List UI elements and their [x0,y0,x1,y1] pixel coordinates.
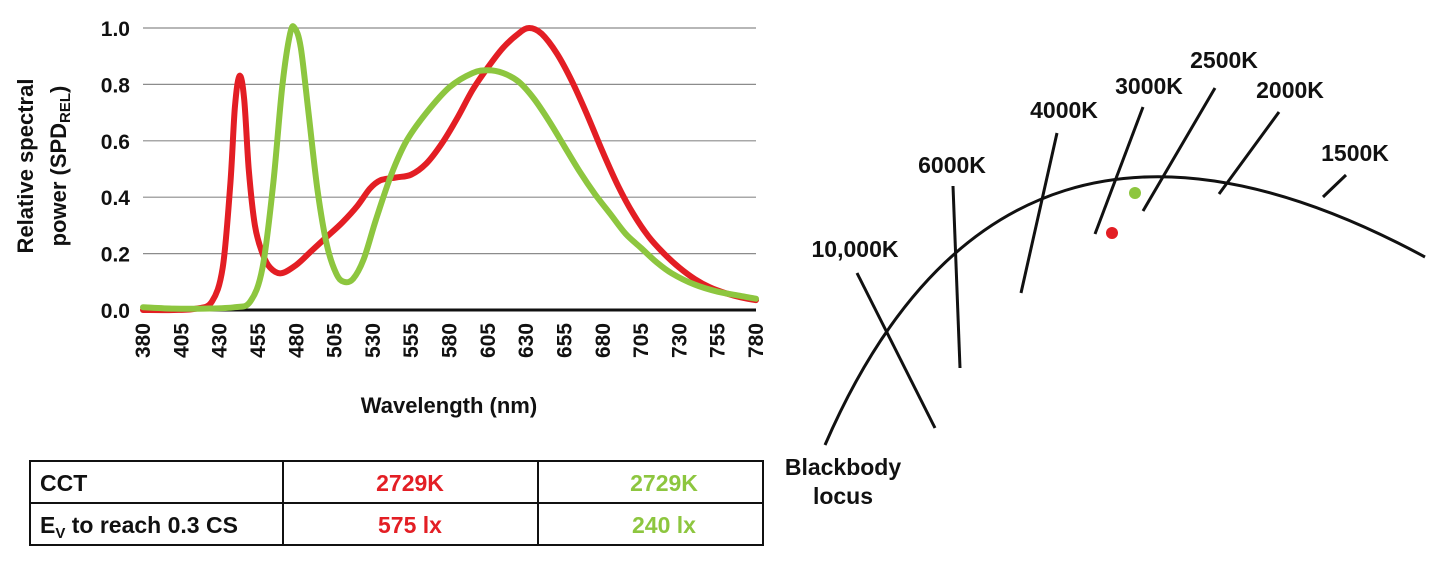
cct-label-6000k: 6000K [918,152,986,178]
isotherm-1500k [1321,173,1348,199]
x-tick-label-580: 580 [439,323,462,358]
y-axis-title-line1: Relative spectral [13,79,38,254]
x-tick-label-755: 755 [707,323,730,358]
cct-label-3000k: 3000K [1115,73,1183,99]
table-row-cct-red: 2729K [376,470,444,496]
blackbody-locus-curve [823,175,1426,446]
y-tick-label-0.6: 0.6 [101,131,130,154]
x-tick-label-555: 555 [400,323,423,358]
cct-diagram: 10,000K 6000K 4000K 3000K 2500K 2000K 15… [785,47,1426,509]
y-tick-label-0.8: 0.8 [101,74,131,97]
x-tick-label-505: 505 [324,323,347,358]
x-tick-label-730: 730 [668,323,691,358]
table-row-ev-label: EV to reach 0.3 CS [40,512,238,542]
y-tick-labels: 0.0 0.2 0.4 0.6 0.8 1.0 [101,18,131,323]
x-tick-label-705: 705 [630,323,653,358]
x-tick-label-655: 655 [553,323,576,358]
x-tick-label-480: 480 [285,323,308,358]
series-line-red [140,25,759,314]
x-tick-labels: 380 405 430 455 480 505 530 555 580 605 630 655 680 7… [132,323,768,358]
series-lines [140,23,759,314]
table-row-ev-green: 240 lx [632,512,696,538]
x-tick-label-455: 455 [247,323,270,358]
x-tick-label-405: 405 [170,323,193,358]
isotherm-10000k [855,272,937,429]
cct-label-4000k: 4000K [1030,97,1098,123]
isotherm-6000k [951,185,962,369]
cct-label-1500k: 1500K [1321,140,1389,166]
cct-label-2000k: 2000K [1256,77,1324,103]
isotherm-2500k [1141,87,1217,212]
point-red-source [1106,227,1118,239]
x-tick-label-605: 605 [477,323,500,358]
table-row-cct-label: CCT [40,470,87,496]
y-tick-label-0.0: 0.0 [101,300,130,323]
locus-label-line1: Blackbody [785,454,902,480]
isotherm-2000k [1217,111,1281,195]
x-tick-label-530: 530 [362,323,385,358]
data-table: CCT 2729K 2729K EV to reach 0.3 CS 575 l… [29,460,764,546]
x-tick-label-380: 380 [132,323,155,358]
y-tick-label-1.0: 1.0 [101,18,130,41]
x-tick-label-430: 430 [209,323,232,358]
y-axis-title-line2: power (SPDREL) [46,86,74,247]
x-tick-label-680: 680 [592,323,615,358]
spd-chart: 0.0 0.2 0.4 0.6 0.8 1.0 380 405 430 455 480 505 530… [13,18,768,418]
locus-label-line2: locus [813,483,873,509]
cct-label-10000k: 10,000K [812,236,899,262]
x-axis-title: Wavelength (nm) [361,393,537,418]
isotherm-3000k [1093,106,1145,235]
series-line-green [140,23,759,312]
y-tick-label-0.2: 0.2 [101,244,130,267]
point-green-source [1129,187,1141,199]
cct-label-2500k: 2500K [1190,47,1258,73]
table-row-cct-green: 2729K [630,470,698,496]
table-row-ev-red: 575 lx [378,512,442,538]
isotherm-4000k [1019,132,1059,294]
x-tick-label-780: 780 [745,323,768,358]
x-tick-label-630: 630 [515,323,538,358]
y-tick-label-0.4: 0.4 [101,187,131,210]
